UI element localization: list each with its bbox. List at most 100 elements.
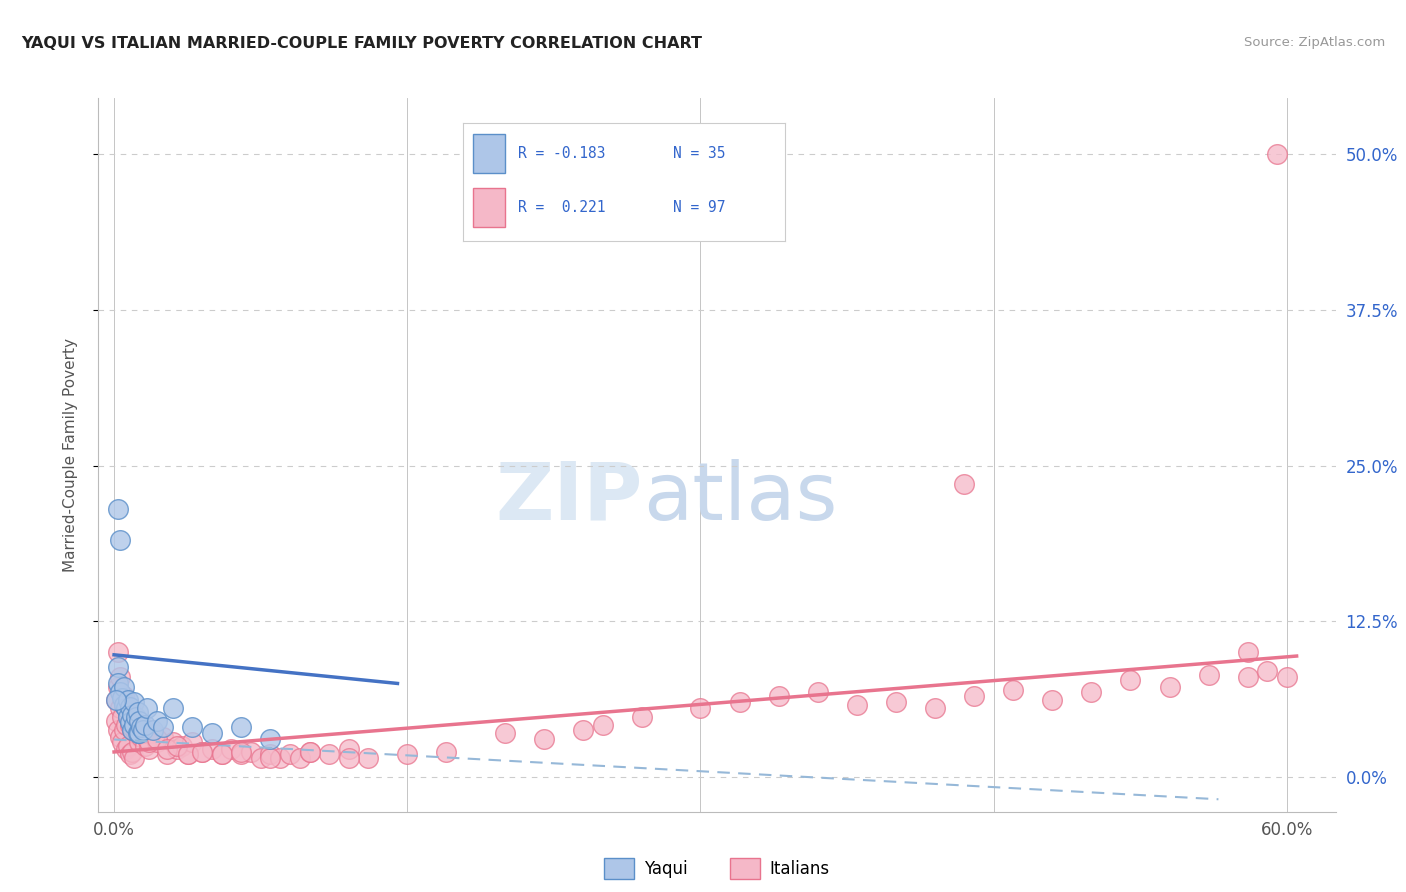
Point xyxy=(259,751,281,765)
Point xyxy=(177,747,200,762)
Point xyxy=(572,723,595,737)
Point xyxy=(1002,682,1025,697)
Bar xyxy=(472,134,505,172)
Point xyxy=(117,710,139,724)
Point xyxy=(121,723,143,737)
Point xyxy=(128,735,150,749)
Point xyxy=(108,701,131,715)
Point xyxy=(146,714,169,728)
Point xyxy=(259,732,281,747)
Point xyxy=(111,735,134,749)
Point xyxy=(269,751,291,765)
Point xyxy=(108,730,131,744)
Point xyxy=(298,745,321,759)
Point xyxy=(112,698,135,712)
Point xyxy=(108,670,131,684)
Point xyxy=(201,742,224,756)
Point xyxy=(728,695,751,709)
Point xyxy=(229,720,252,734)
Point xyxy=(136,701,159,715)
Text: R =  0.221: R = 0.221 xyxy=(517,200,606,215)
Point xyxy=(533,732,555,747)
Point xyxy=(259,747,281,762)
Point xyxy=(318,747,340,762)
Point xyxy=(122,710,145,724)
Point xyxy=(121,723,143,737)
Point xyxy=(107,660,129,674)
Point xyxy=(211,747,233,762)
Point xyxy=(172,739,194,753)
Point xyxy=(114,742,136,756)
Text: atlas: atlas xyxy=(643,458,837,537)
Point xyxy=(924,701,946,715)
Point xyxy=(118,714,141,728)
Point xyxy=(122,710,145,724)
Point xyxy=(239,745,262,759)
Point xyxy=(108,685,131,699)
Point xyxy=(434,745,457,759)
Point xyxy=(128,714,150,728)
Point xyxy=(107,723,129,737)
Point xyxy=(1040,692,1063,706)
Point xyxy=(105,714,128,728)
Point xyxy=(131,730,153,744)
Point xyxy=(146,732,169,747)
Point xyxy=(108,533,131,548)
Point xyxy=(112,680,135,694)
Point xyxy=(134,739,156,753)
Point xyxy=(128,726,150,740)
Point xyxy=(201,726,224,740)
Point xyxy=(1265,147,1288,161)
Point xyxy=(132,726,155,740)
Point xyxy=(1236,670,1258,684)
Point xyxy=(118,714,141,729)
Text: Source: ZipAtlas.com: Source: ZipAtlas.com xyxy=(1244,36,1385,49)
Point xyxy=(142,726,165,740)
Point xyxy=(229,747,252,762)
Text: R = -0.183: R = -0.183 xyxy=(517,145,606,161)
Point xyxy=(1236,645,1258,659)
Point xyxy=(118,747,141,762)
Point xyxy=(1159,680,1181,694)
Point xyxy=(278,747,301,762)
Point xyxy=(337,742,360,756)
Point xyxy=(111,691,134,706)
Point xyxy=(884,695,907,709)
Point xyxy=(337,751,360,765)
Point xyxy=(122,751,145,765)
Point xyxy=(249,751,271,765)
Point xyxy=(1080,685,1102,699)
Point xyxy=(953,477,976,491)
Point xyxy=(105,692,128,706)
Point xyxy=(1119,673,1142,687)
Text: N = 35: N = 35 xyxy=(672,145,725,161)
Point xyxy=(112,723,135,737)
Point xyxy=(107,645,129,659)
Point xyxy=(396,747,419,762)
Point xyxy=(156,742,179,756)
Point xyxy=(112,698,135,712)
Point xyxy=(191,745,214,759)
Point xyxy=(117,739,139,753)
Text: ZIP: ZIP xyxy=(495,458,643,537)
Legend: Yaqui, Italians: Yaqui, Italians xyxy=(598,852,837,886)
Point xyxy=(211,747,233,762)
Point xyxy=(121,745,143,759)
Point xyxy=(494,726,516,740)
Point xyxy=(124,710,146,724)
Point xyxy=(156,747,179,762)
Point xyxy=(105,692,128,706)
Point xyxy=(117,692,139,706)
Point xyxy=(807,685,830,699)
Point xyxy=(127,726,149,740)
Point xyxy=(127,705,149,719)
Point xyxy=(845,698,868,712)
Point xyxy=(117,707,139,722)
Point xyxy=(122,695,145,709)
Point xyxy=(162,735,184,749)
Point xyxy=(146,735,169,749)
Point xyxy=(118,717,141,731)
Point xyxy=(121,707,143,722)
Text: N = 97: N = 97 xyxy=(672,200,725,215)
Point xyxy=(963,689,986,703)
